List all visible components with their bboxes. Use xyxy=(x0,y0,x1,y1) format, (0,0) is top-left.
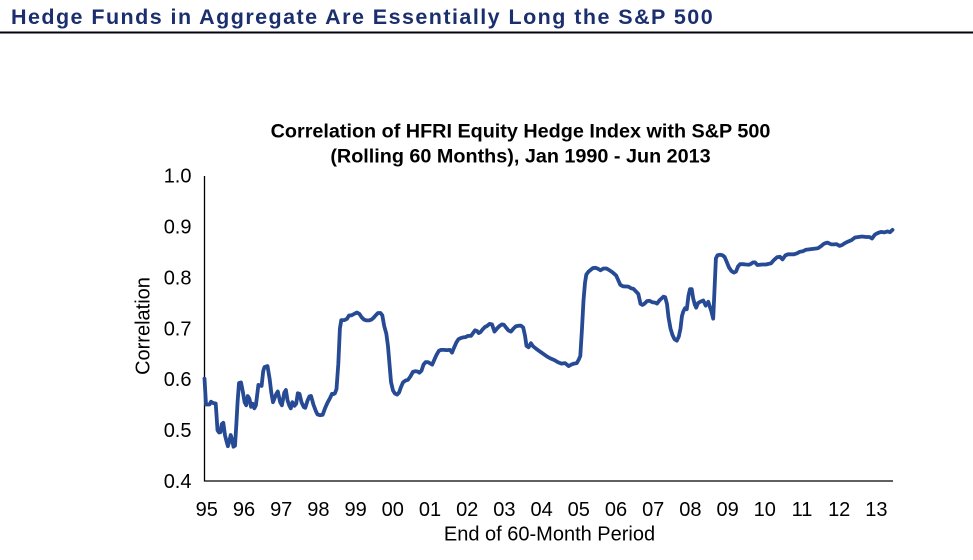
svg-text:Correlation: Correlation xyxy=(133,277,155,375)
svg-text:95: 95 xyxy=(196,499,218,521)
svg-text:End of 60-Month Period: End of 60-Month Period xyxy=(444,524,655,546)
svg-text:04: 04 xyxy=(530,499,552,521)
svg-text:13: 13 xyxy=(865,499,887,521)
svg-text:0.8: 0.8 xyxy=(164,268,192,290)
svg-text:0.4: 0.4 xyxy=(164,471,192,493)
svg-text:03: 03 xyxy=(493,499,515,521)
svg-text:10: 10 xyxy=(754,499,776,521)
svg-text:99: 99 xyxy=(344,499,366,521)
svg-text:0.9: 0.9 xyxy=(164,217,192,239)
svg-text:96: 96 xyxy=(233,499,255,521)
svg-text:0.6: 0.6 xyxy=(164,369,192,391)
svg-text:Hedge Funds in Aggregate Are E: Hedge Funds in Aggregate Are Essentially… xyxy=(11,5,714,29)
svg-text:07: 07 xyxy=(642,499,664,521)
svg-text:02: 02 xyxy=(456,499,478,521)
svg-text:97: 97 xyxy=(270,499,292,521)
svg-text:1.0: 1.0 xyxy=(164,166,192,188)
svg-text:05: 05 xyxy=(568,499,590,521)
svg-text:01: 01 xyxy=(419,499,441,521)
svg-text:Correlation of HFRI Equity Hed: Correlation of HFRI Equity Hedge Index w… xyxy=(271,121,771,143)
svg-text:0.7: 0.7 xyxy=(164,318,192,340)
svg-text:08: 08 xyxy=(679,499,701,521)
svg-text:11: 11 xyxy=(792,499,813,521)
svg-text:09: 09 xyxy=(716,499,738,521)
svg-text:06: 06 xyxy=(605,499,627,521)
svg-text:0.5: 0.5 xyxy=(164,420,192,442)
svg-text:(Rolling 60 Months), Jan 1990: (Rolling 60 Months), Jan 1990 - Jun 2013 xyxy=(330,146,710,168)
svg-text:00: 00 xyxy=(382,499,404,521)
svg-text:98: 98 xyxy=(307,499,329,521)
svg-text:12: 12 xyxy=(828,499,850,521)
